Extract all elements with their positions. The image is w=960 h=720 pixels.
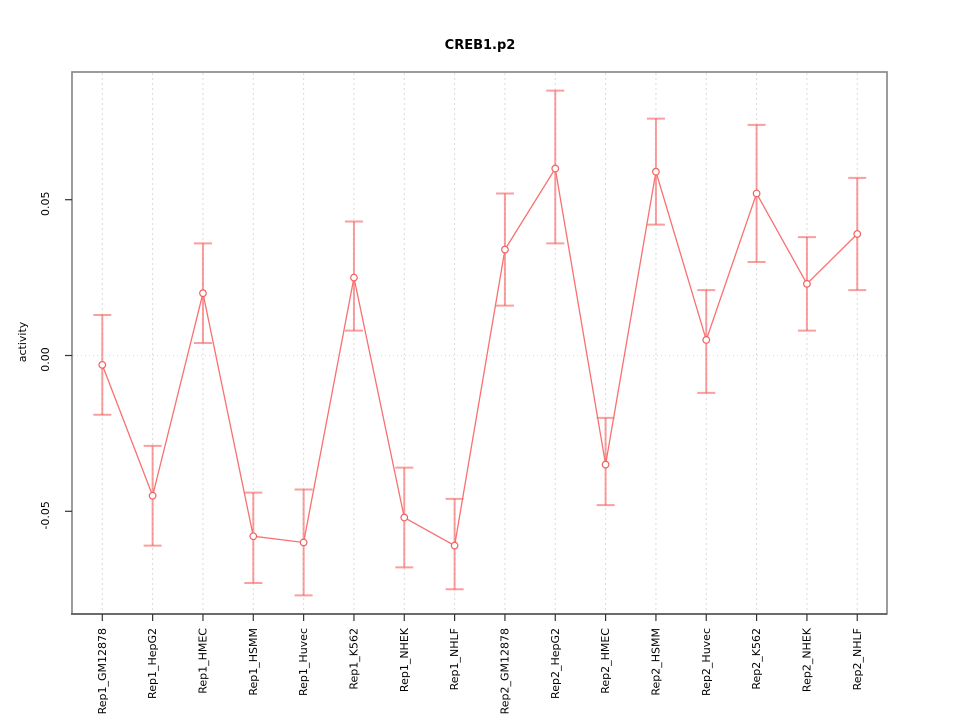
- x-tick-label: Rep1_Huvec: [297, 628, 310, 696]
- x-tick-label: Rep2_NHEK: [800, 627, 813, 692]
- data-point: [501, 245, 509, 254]
- data-point: [450, 541, 459, 550]
- x-tick-label: Rep1_GM12878: [96, 628, 109, 714]
- x-tick-label: Rep1_HepG2: [146, 628, 159, 699]
- plot-border: [71, 71, 888, 615]
- y-axis-label: activity: [16, 321, 29, 362]
- chart-title: CREB1.p2: [445, 38, 516, 53]
- data-point: [652, 167, 660, 176]
- axis-tick-labels: 0.05 0.00 -0.05 Rep1_GM12878 Rep1_HepG2 Rep1_…: [39, 191, 864, 714]
- data-point: [400, 513, 409, 522]
- data-point: [803, 279, 811, 288]
- x-tick-label: Rep2_Huvec: [700, 628, 713, 696]
- data-point: [148, 491, 157, 500]
- x-tick-label: Rep1_NHEK: [398, 627, 411, 692]
- data-point: [249, 532, 258, 541]
- x-tick-label: Rep2_HSMM: [649, 628, 662, 696]
- series-polyline: [101, 166, 858, 547]
- y-tick-label: 0.05: [39, 191, 52, 216]
- x-tick-label: Rep2_HepG2: [549, 628, 562, 699]
- x-tick-label: Rep1_K562: [347, 628, 360, 690]
- data-points: [98, 164, 862, 550]
- axis-ticks: [65, 199, 858, 621]
- x-tick-label: Rep1_HSMM: [247, 628, 260, 696]
- x-tick-label: Rep2_HMEC: [599, 628, 612, 694]
- data-point: [601, 460, 610, 469]
- data-point: [299, 538, 308, 547]
- x-tick-label: Rep1_NHLF: [448, 628, 461, 690]
- data-point: [752, 189, 761, 198]
- y-tick-label: 0.00: [39, 347, 52, 372]
- x-tick-label: Rep2_NHLF: [851, 628, 864, 690]
- x-tick-label: Rep2_K562: [750, 628, 763, 690]
- data-point: [350, 273, 358, 282]
- data-point: [199, 289, 207, 298]
- y-tick-label: -0.05: [39, 501, 52, 529]
- data-point: [702, 336, 711, 344]
- x-tick-label: Rep1_HMEC: [196, 628, 209, 694]
- data-point: [853, 230, 862, 238]
- x-tick-label: Rep2_GM12878: [498, 628, 511, 714]
- series-line: [101, 166, 858, 547]
- data-point: [98, 360, 107, 369]
- data-point: [551, 164, 560, 173]
- error-bars: [93, 89, 867, 597]
